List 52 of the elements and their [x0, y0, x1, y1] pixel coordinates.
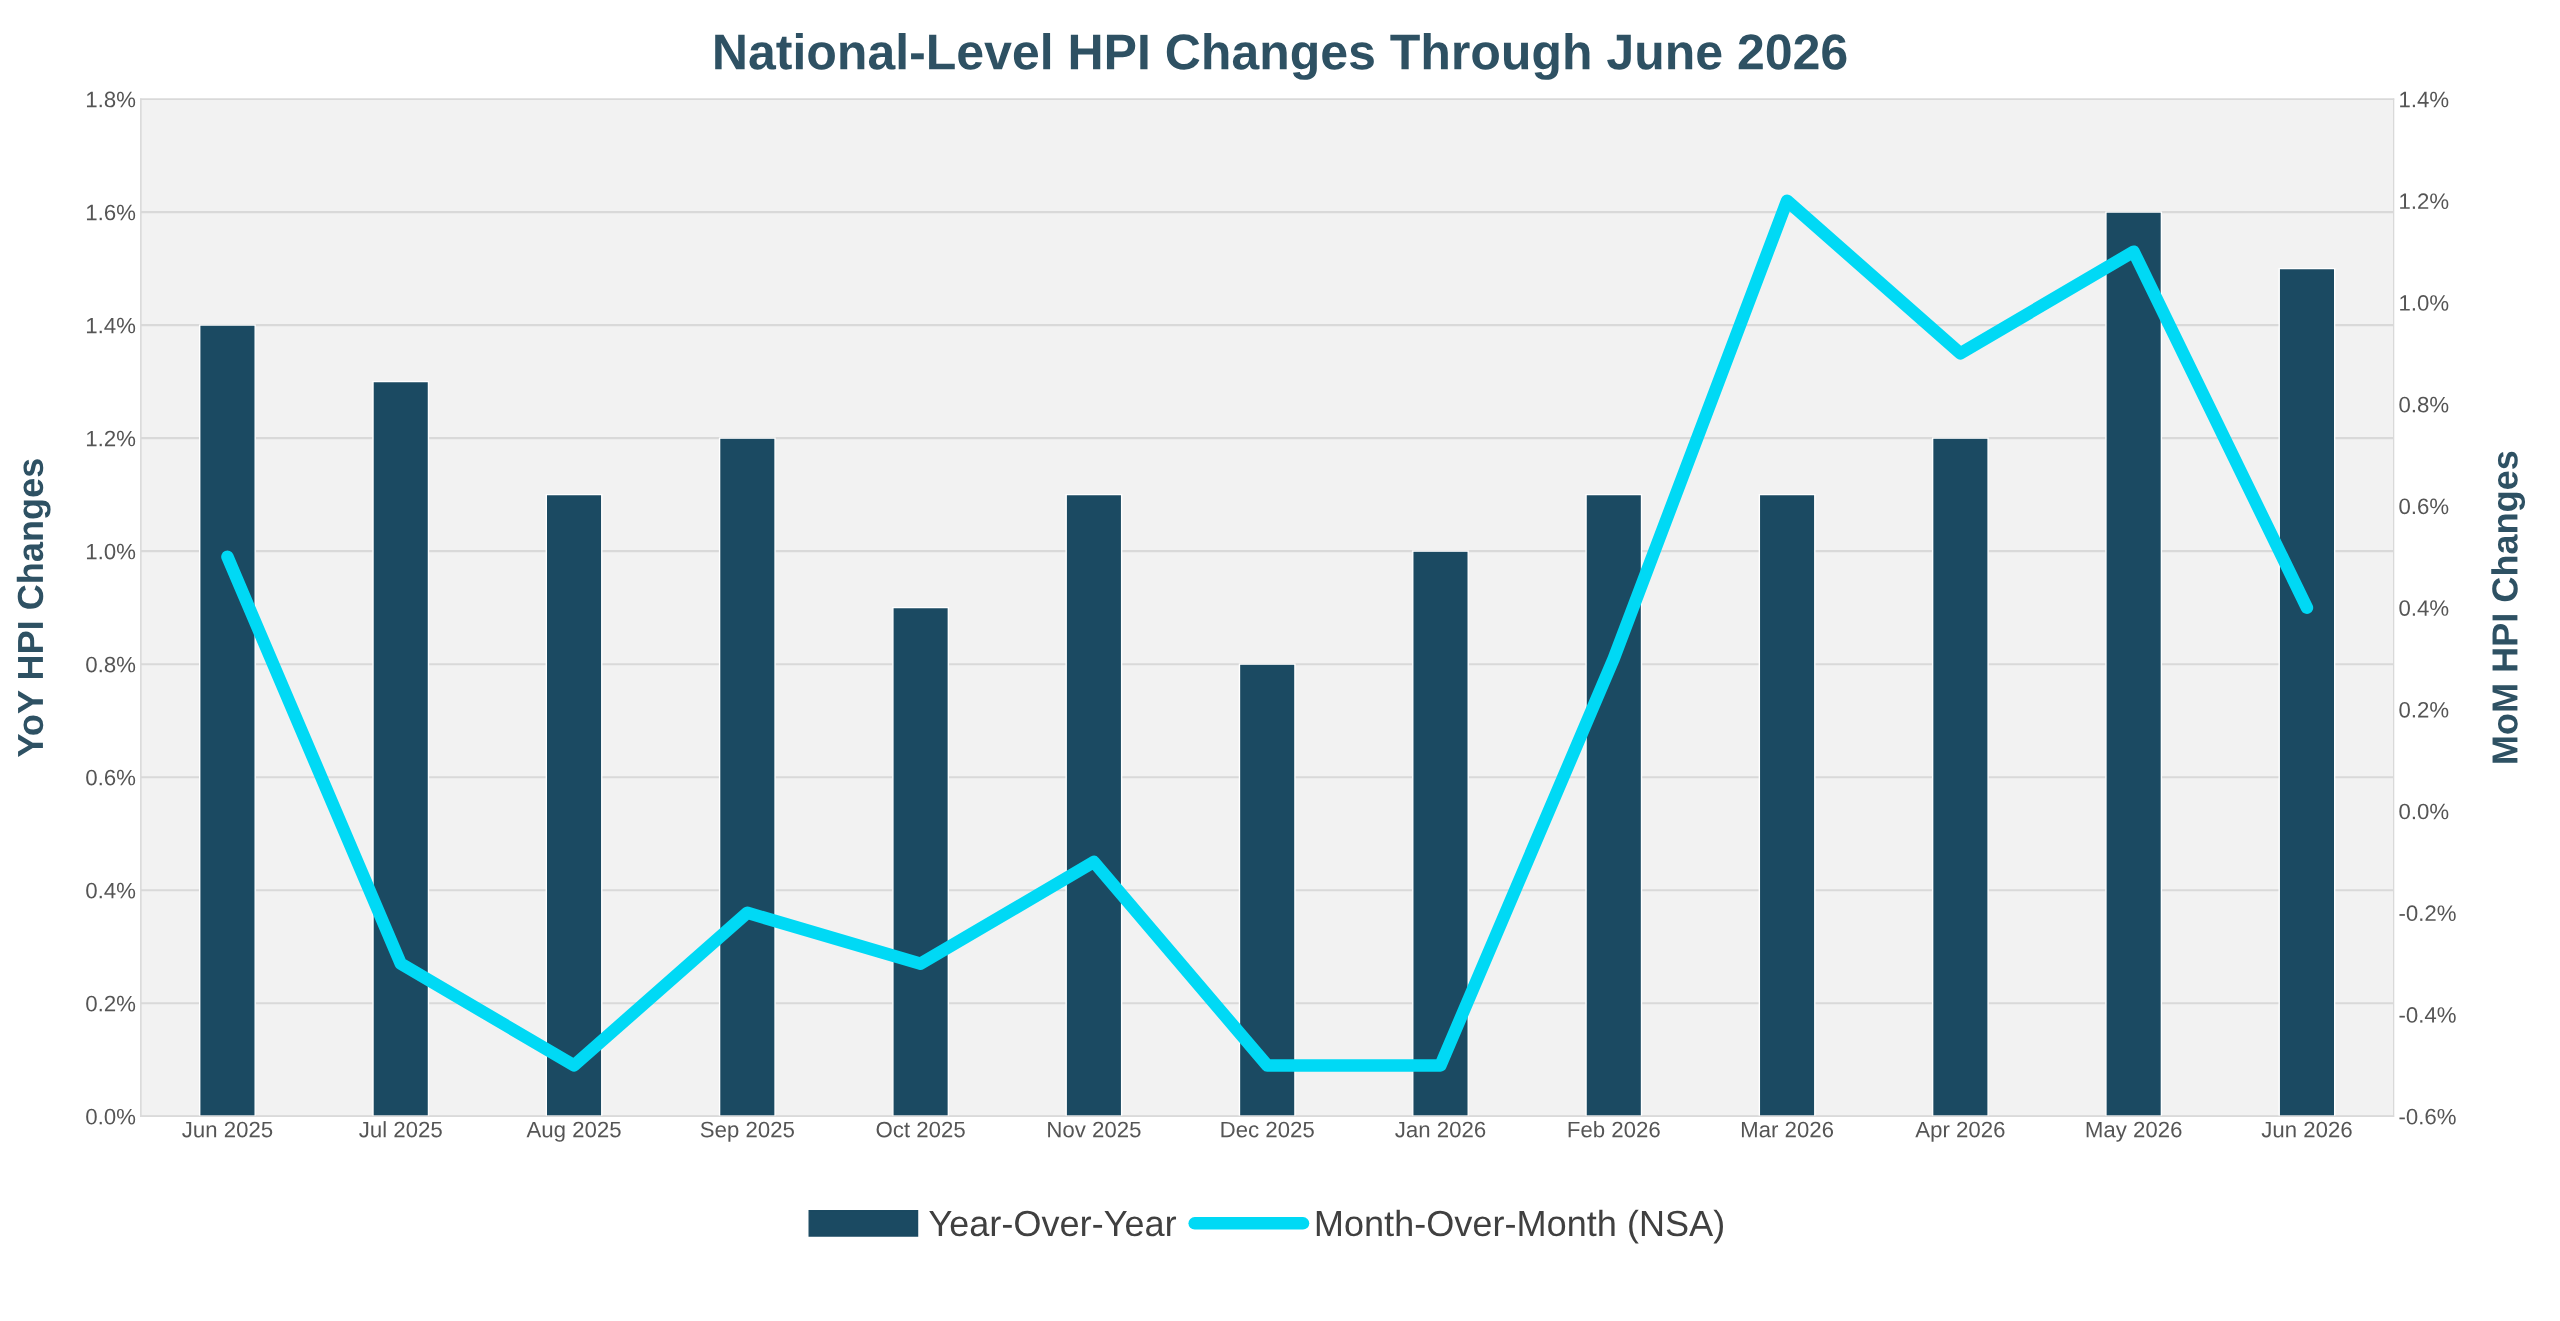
- y-tick-label: 1.4%: [86, 317, 136, 334]
- y-tick-label: 0.4%: [86, 882, 136, 899]
- y2-tick-label: 1.4%: [2400, 91, 2449, 108]
- bar: [892, 606, 950, 1117]
- x-tick-label: Dec 2025: [1221, 1121, 1314, 1138]
- y-tick-label: 1.0%: [86, 543, 136, 560]
- y2-axis-title: MoM HPI Changes: [2491, 451, 2526, 763]
- y-tick-label: 0.6%: [86, 769, 136, 786]
- x-tick-label: Oct 2025: [876, 1121, 965, 1138]
- bar: [718, 437, 776, 1117]
- x-tick-label: Nov 2025: [1048, 1121, 1141, 1138]
- y-tick-label: 1.6%: [86, 204, 136, 221]
- y2-tick-label: -0.4%: [2399, 1007, 2456, 1023]
- y2-tick-label: 1.0%: [2400, 295, 2449, 311]
- bar: [372, 380, 430, 1117]
- x-tick-label: May 2026: [2086, 1121, 2182, 1142]
- x-tick-label: Jun 2025: [182, 1121, 273, 1138]
- y-tick-label: 0.0%: [86, 1108, 136, 1125]
- x-tick-label: Jan 2026: [1395, 1121, 1486, 1138]
- bar: [1238, 663, 1296, 1117]
- bar: [1412, 550, 1469, 1117]
- x-tick-label: Aug 2025: [526, 1121, 621, 1142]
- y-tick-label: 0.8%: [86, 656, 136, 673]
- x-tick-label: Jun 2026: [2261, 1121, 2352, 1138]
- y2-tick-label: -0.6%: [2399, 1108, 2456, 1125]
- y2-tick-label: 0.0%: [2399, 803, 2449, 820]
- y2-tick-label: 0.4%: [2399, 600, 2449, 616]
- y-axis-title: YoY HPI Changes: [16, 459, 51, 757]
- bar: [1065, 493, 1123, 1117]
- y-tick-label: 1.2%: [86, 430, 136, 447]
- bar: [199, 324, 256, 1117]
- bar: [1585, 493, 1643, 1117]
- legend-label: Year-Over-Year: [929, 1210, 1177, 1237]
- bar: [2278, 267, 2336, 1117]
- y-tick-label: 0.2%: [86, 995, 136, 1012]
- bar: [545, 493, 603, 1117]
- bar: [1931, 437, 1989, 1117]
- y2-tick-label: 0.8%: [2399, 396, 2449, 413]
- y2-tick-label: -0.2%: [2399, 905, 2456, 922]
- y-tick-label: 1.8%: [86, 91, 136, 108]
- y2-tick-label: 0.2%: [2399, 701, 2449, 718]
- bar: [1758, 493, 1816, 1117]
- x-tick-label: Sep 2025: [700, 1121, 794, 1142]
- bar: [2105, 211, 2163, 1117]
- x-tick-label: Jul 2025: [359, 1121, 442, 1138]
- y2-tick-label: 0.6%: [2399, 498, 2449, 515]
- x-tick-label: Apr 2026: [1915, 1121, 2005, 1142]
- x-tick-label: Feb 2026: [1568, 1121, 1660, 1138]
- y2-tick-label: 1.2%: [2400, 193, 2449, 209]
- chart-title: National-Level HPI Changes Through June 2026: [715, 33, 1847, 80]
- legend-label: Month-Over-Month (NSA): [1316, 1209, 1723, 1244]
- x-tick-label: Mar 2026: [1741, 1121, 1834, 1138]
